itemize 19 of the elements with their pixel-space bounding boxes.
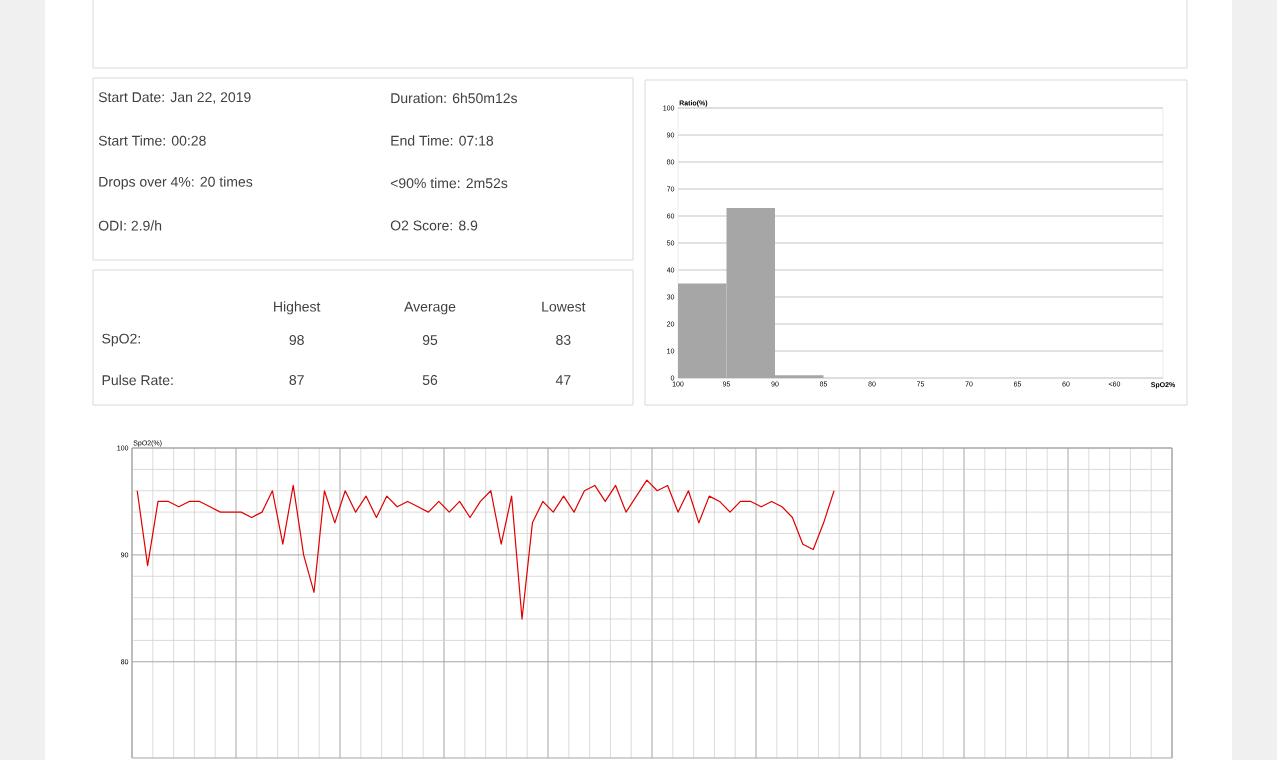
text: Duration: 6h50m12s [391, 92, 518, 104]
y-tick-label: Pulse Rate: [102, 374, 173, 386]
text: End Time: 07:18 [391, 135, 494, 146]
data-label: 56 [422, 375, 438, 385]
x-tick-label: Highest [274, 301, 321, 315]
text: Start Date: Jan 22, 2019 [98, 92, 251, 104]
text: O2 Score: 8.9 [390, 220, 478, 231]
y-tick-label: SpO2: [102, 333, 140, 347]
data-label: 95 [422, 335, 438, 345]
data-label: 87 [289, 375, 304, 385]
text: Drops over 4%: 20 times [99, 176, 253, 190]
data-label: 83 [556, 335, 571, 345]
text: <90% time: 2m52s [390, 177, 508, 189]
x-tick-label: Lowest [542, 301, 586, 312]
data-label: 47 [555, 375, 571, 385]
data-label: 98 [289, 335, 304, 345]
text: Start Time: 00:28 [98, 135, 206, 146]
text: ODI: 2.9/h [98, 220, 162, 231]
x-tick-label: Average [404, 301, 456, 315]
